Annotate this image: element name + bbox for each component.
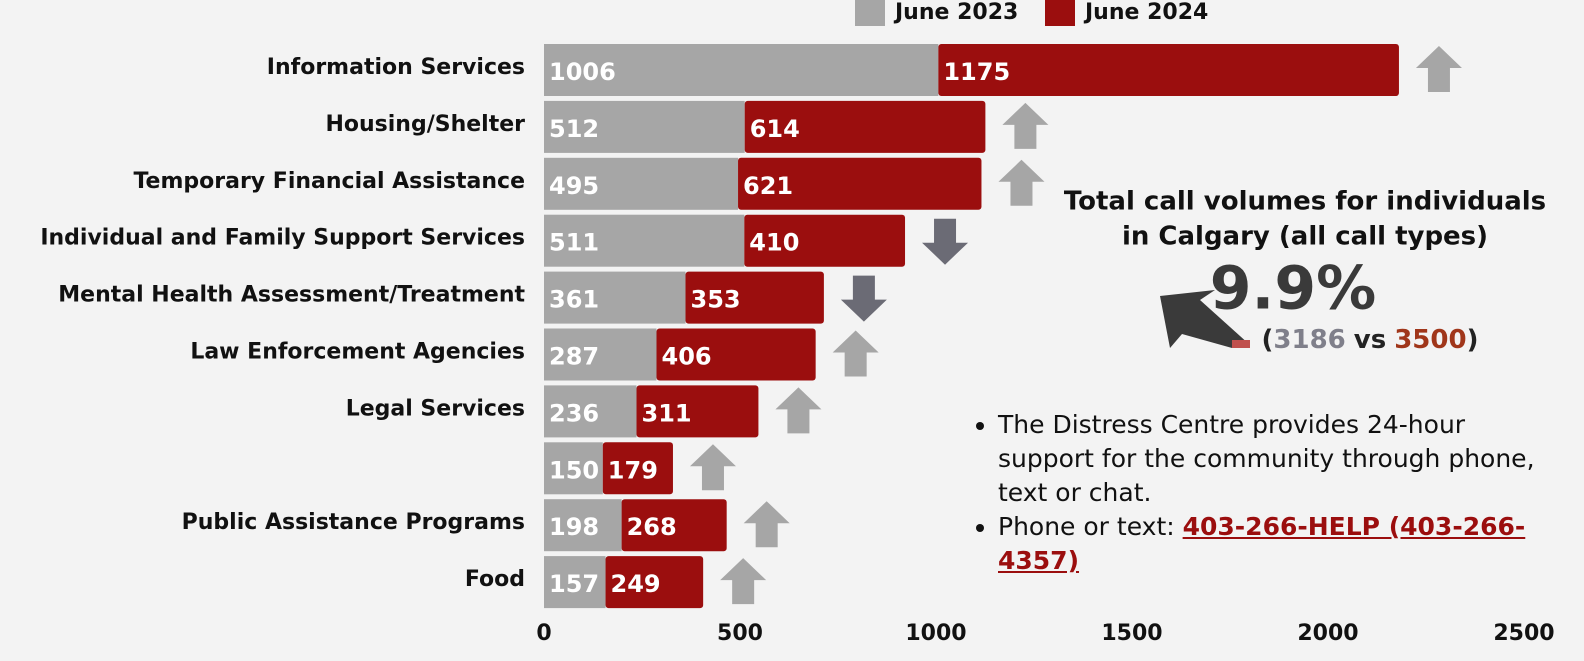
x-tick-label: 1500 (1101, 621, 1162, 646)
trend-arrow (690, 444, 736, 490)
x-tick-label: 1000 (905, 621, 966, 646)
x-tick-label: 500 (717, 621, 763, 646)
value-label: 614 (750, 115, 800, 143)
trend-arrow (1002, 103, 1048, 149)
x-tick-label: 2000 (1297, 621, 1358, 646)
summary-vs: vs (1354, 325, 1386, 355)
category-label: Housing/Shelter (325, 112, 525, 137)
trend-arrow (922, 219, 968, 265)
legend-label: June 2023 (893, 0, 1018, 25)
value-label: 311 (642, 399, 692, 427)
category-label: Public Assistance Programs (182, 510, 525, 535)
trend-arrow (998, 160, 1044, 206)
value-label: 150 (549, 456, 599, 484)
page: Total call volumes for individuals in Ca… (0, 0, 1584, 661)
value-label: 353 (691, 286, 741, 314)
legend-label: June 2024 (1083, 0, 1208, 25)
category-label: Legal Services (346, 396, 525, 421)
category-label: Individual and Family Support Services (40, 226, 525, 251)
value-label: 512 (549, 115, 599, 143)
summary-title: Total call volumes for individuals (1064, 187, 1546, 217)
category-label: Mental Health Assessment/Treatment (58, 283, 525, 308)
summary-compare: (3186 vs 3500) (1262, 325, 1479, 355)
legend-swatch (855, 0, 885, 26)
trend-arrow (720, 558, 766, 604)
category-label: Law Enforcement Agencies (190, 340, 525, 365)
category-label: Food (465, 567, 525, 592)
value-label: 268 (627, 513, 677, 541)
summary-after: 3500 (1394, 325, 1466, 355)
value-label: 1006 (549, 58, 616, 86)
value-label: 621 (743, 172, 793, 200)
value-label: 287 (549, 343, 599, 371)
trend-arrow (1416, 46, 1462, 92)
note: Phone or text: 403-266-HELP (403-266-435… (998, 510, 1558, 578)
trend-arrow (833, 331, 879, 377)
value-label: 410 (749, 229, 799, 257)
summary-before: 3186 (1273, 325, 1345, 355)
category-label: Temporary Financial Assistance (133, 169, 525, 194)
trend-icon-accent (1232, 340, 1250, 348)
trend-arrow (775, 387, 821, 433)
value-label: 198 (549, 513, 599, 541)
value-label: 236 (549, 399, 599, 427)
notes: The Distress Centre provides 24-hour sup… (970, 408, 1558, 578)
note-text: Phone or text: (998, 512, 1183, 541)
x-tick-label: 0 (536, 621, 551, 646)
value-label: 361 (549, 286, 599, 314)
paren: ) (1467, 325, 1479, 355)
summary-title: in Calgary (all call types) (1122, 222, 1488, 252)
value-label: 511 (549, 229, 599, 257)
trend-arrow (744, 501, 790, 547)
legend-swatch (1045, 0, 1075, 26)
value-label: 495 (549, 172, 599, 200)
note: The Distress Centre provides 24-hour sup… (998, 408, 1558, 510)
summary-change: 9.9% (1210, 254, 1376, 324)
value-label: 157 (549, 570, 599, 598)
value-label: 179 (608, 456, 658, 484)
paren: ( (1262, 325, 1274, 355)
value-label: 406 (662, 343, 712, 371)
value-label: 1175 (943, 58, 1010, 86)
x-tick-label: 2500 (1493, 621, 1554, 646)
value-label: 249 (611, 570, 661, 598)
trend-arrow (841, 276, 887, 322)
category-label: Information Services (267, 55, 525, 80)
